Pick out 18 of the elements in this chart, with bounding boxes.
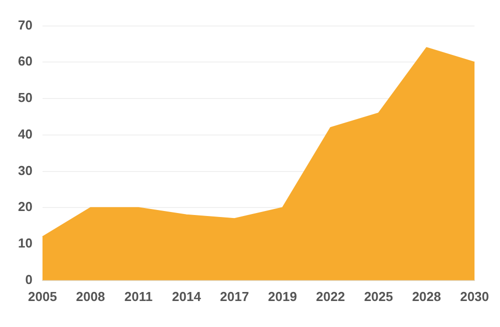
y-tick-label: 70 xyxy=(18,17,32,32)
y-tick-label: 30 xyxy=(18,162,32,178)
x-tick-label: 2022 xyxy=(316,288,345,304)
x-tick-label: 2014 xyxy=(172,288,202,304)
y-tick-label: 40 xyxy=(18,126,32,142)
y-tick-label: 10 xyxy=(18,236,32,251)
x-tick-label: 2030 xyxy=(460,288,489,304)
x-tick-label: 2028 xyxy=(412,288,441,304)
x-tick-label: 2025 xyxy=(364,288,393,304)
x-tick-label: 2011 xyxy=(124,288,153,304)
y-tick-label: 60 xyxy=(18,54,32,69)
x-tick-label: 2008 xyxy=(76,288,105,304)
x-tick-label: 2017 xyxy=(220,288,249,304)
x-tick-label: 2019 xyxy=(268,288,297,304)
y-tick-label: 50 xyxy=(18,90,32,106)
x-tick-label: 2005 xyxy=(28,288,57,304)
y-tick-label: 0 xyxy=(25,272,32,287)
y-tick-label: 20 xyxy=(18,199,32,214)
